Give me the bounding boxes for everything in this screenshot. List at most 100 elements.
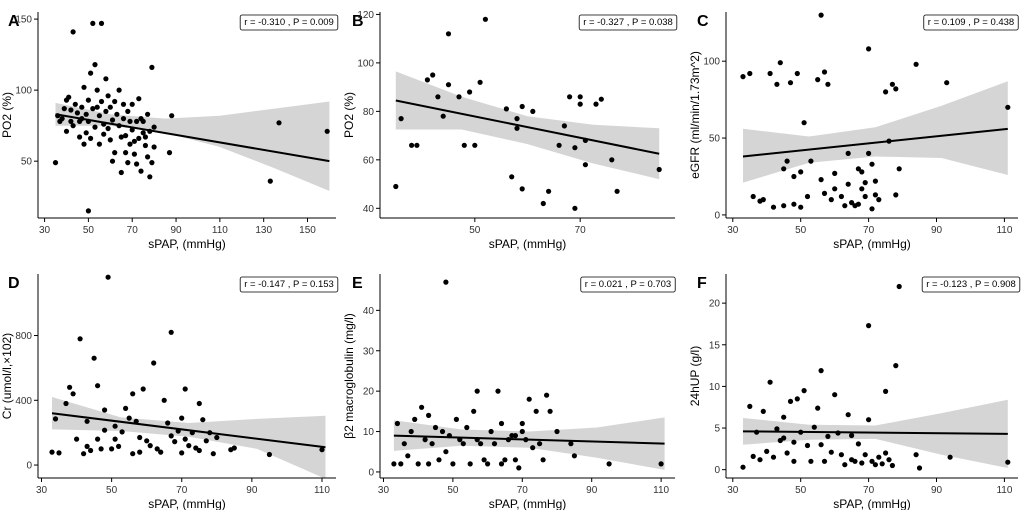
data-point (134, 161, 140, 167)
data-point (102, 407, 108, 413)
data-point (503, 106, 509, 112)
data-point (757, 457, 763, 463)
x-axis-title: sPAP, (mmHg) (489, 237, 567, 251)
data-point (147, 174, 153, 180)
data-point (453, 416, 459, 422)
data-point (196, 447, 202, 454)
data-point (123, 133, 129, 139)
data-point (415, 461, 421, 467)
x-tick-label: 50 (447, 485, 459, 496)
data-point (88, 70, 94, 76)
confidence-band (743, 399, 1008, 468)
data-point (166, 150, 173, 156)
data-point (109, 117, 116, 123)
data-point (568, 441, 574, 447)
data-point (774, 81, 780, 87)
data-point (98, 20, 105, 26)
data-point (72, 101, 78, 107)
data-point (801, 388, 807, 394)
data-point (491, 441, 498, 447)
data-point (467, 461, 473, 467)
data-point (140, 118, 146, 124)
stats-label: r = -0.147 , P = 0.153 (244, 279, 334, 290)
data-point (828, 197, 834, 203)
data-point (94, 104, 100, 110)
data-point (450, 461, 456, 467)
confidence-band (743, 81, 1008, 183)
y-tick-label: 0 (368, 467, 374, 478)
data-point (544, 392, 550, 398)
data-point (267, 178, 273, 184)
regression-line (393, 434, 665, 445)
data-point (794, 70, 800, 77)
x-tick-label: 50 (795, 485, 807, 496)
data-point (916, 465, 923, 471)
y-tick-label: 0 (714, 210, 720, 221)
data-point (116, 443, 122, 449)
data-point (84, 418, 90, 424)
x-tick-label: 30 (727, 485, 739, 496)
regression-line (742, 430, 1008, 435)
regression-line (51, 412, 326, 449)
data-point (859, 169, 865, 175)
data-point (832, 170, 838, 176)
data-point (149, 64, 155, 70)
data-point (787, 80, 794, 86)
data-point (409, 142, 415, 148)
data-point (49, 449, 55, 455)
y-tick-label: 20 (709, 299, 721, 310)
regression-line (395, 99, 660, 155)
data-point (593, 101, 599, 107)
data-point (68, 118, 74, 124)
data-point (77, 336, 83, 342)
data-point (747, 70, 753, 77)
data-point (509, 174, 515, 180)
y-tick-label: 20 (363, 387, 375, 398)
data-point (764, 448, 770, 454)
data-point (112, 423, 118, 429)
data-point (182, 386, 188, 392)
x-tick-label: 110 (212, 225, 228, 236)
data-point (142, 134, 148, 140)
y-tick-label: 150 (15, 15, 32, 26)
stats-box (921, 276, 1021, 293)
data-point (168, 329, 174, 335)
data-point (67, 384, 73, 390)
data-point (125, 160, 131, 166)
panel-letter: D (8, 275, 20, 292)
data-point (876, 197, 882, 203)
data-point (818, 177, 824, 183)
panel-letter: C (697, 13, 709, 30)
data-point (140, 130, 146, 136)
data-point (879, 461, 885, 467)
data-point (165, 420, 171, 426)
x-tick-label: 70 (575, 225, 587, 236)
data-point (112, 436, 118, 442)
data-point (107, 104, 113, 110)
y-tick-label: 800 (15, 331, 32, 342)
data-point (456, 94, 462, 100)
data-point (519, 186, 525, 192)
data-point (791, 201, 797, 207)
y-tick-label: 100 (357, 58, 374, 69)
x-tick-label: 50 (795, 225, 807, 236)
data-point (112, 98, 118, 105)
data-point (512, 457, 519, 463)
data-point (821, 190, 828, 196)
data-point (481, 457, 487, 463)
data-point (168, 433, 174, 439)
data-point (572, 205, 578, 211)
y-tick-label: 100 (15, 86, 32, 97)
data-point (426, 461, 432, 467)
data-point (127, 141, 133, 147)
y-axis-title: 24hUP (g/l) (688, 346, 702, 406)
data-point (91, 355, 97, 361)
data-point (105, 274, 111, 280)
data-point (804, 193, 811, 200)
x-tick-label: 30 (727, 225, 739, 236)
data-point (432, 424, 439, 431)
data-point (123, 150, 129, 156)
data-point (815, 77, 821, 83)
panel-a: A 30 50 70 90 110 130 150 50 100 150 sPAP, (mmHg) PO… (0, 12, 339, 251)
data-point (70, 123, 76, 129)
